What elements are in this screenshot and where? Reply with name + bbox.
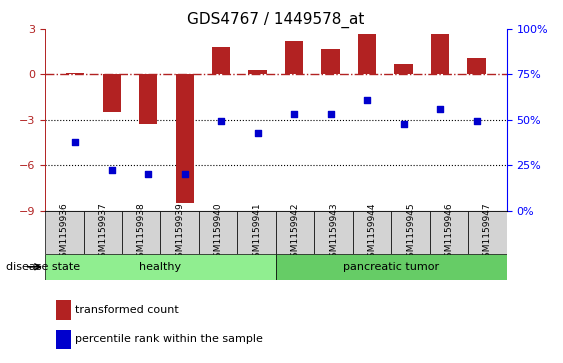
FancyBboxPatch shape [199,211,238,254]
Text: GSM1159940: GSM1159940 [214,202,222,263]
Text: percentile rank within the sample: percentile rank within the sample [75,334,263,344]
Point [472,118,481,124]
Point [144,171,153,177]
FancyBboxPatch shape [353,211,391,254]
Text: GSM1159938: GSM1159938 [137,202,146,263]
FancyBboxPatch shape [468,211,507,254]
FancyBboxPatch shape [122,211,160,254]
FancyBboxPatch shape [391,211,430,254]
Text: GSM1159946: GSM1159946 [445,202,453,263]
Bar [212,47,230,74]
FancyBboxPatch shape [83,211,122,254]
FancyBboxPatch shape [45,254,276,280]
Point [217,118,226,124]
Bar [56,330,71,349]
Point [253,130,262,136]
Text: GSM1159941: GSM1159941 [252,202,261,263]
FancyBboxPatch shape [276,254,507,280]
Bar [56,300,71,320]
Point [180,171,189,177]
Point [399,121,408,127]
Bar [66,73,84,74]
Bar [358,34,376,74]
FancyBboxPatch shape [160,211,199,254]
Text: GSM1159937: GSM1159937 [99,202,107,263]
Bar [321,49,339,74]
Text: GSM1159939: GSM1159939 [175,202,184,263]
Point [70,140,79,146]
Text: GSM1159936: GSM1159936 [60,202,69,263]
Text: GSM1159947: GSM1159947 [483,202,492,263]
Text: healthy: healthy [140,262,181,272]
Text: GSM1159943: GSM1159943 [329,202,338,263]
Title: GDS4767 / 1449578_at: GDS4767 / 1449578_at [187,12,365,28]
Bar [139,74,157,124]
FancyBboxPatch shape [276,211,314,254]
Text: GSM1159942: GSM1159942 [291,202,300,262]
Bar [431,34,449,74]
Bar [395,64,413,74]
Bar [176,74,194,203]
FancyBboxPatch shape [238,211,276,254]
Text: transformed count: transformed count [75,305,179,315]
Bar [285,41,303,74]
FancyBboxPatch shape [430,211,468,254]
FancyBboxPatch shape [45,211,83,254]
Bar [102,74,121,112]
Point [289,111,298,117]
Bar [467,58,486,74]
Point [326,111,335,117]
Point [436,106,445,112]
Bar [248,70,267,74]
Point [107,167,116,172]
FancyBboxPatch shape [314,211,353,254]
Text: GSM1159945: GSM1159945 [406,202,415,263]
Text: GSM1159944: GSM1159944 [368,202,377,262]
Text: disease state: disease state [6,262,80,272]
Point [363,97,372,103]
Text: pancreatic tumor: pancreatic tumor [343,262,439,272]
